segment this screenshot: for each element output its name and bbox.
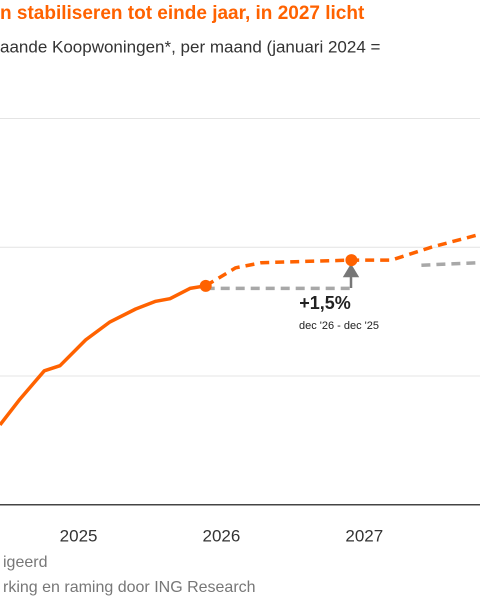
marker [345, 254, 358, 267]
dashed-line [205, 260, 480, 291]
x-tick-label: 2027 [345, 526, 383, 545]
annotation-arrow [342, 263, 360, 288]
footnote: igeerd [3, 554, 47, 571]
annotation-sublabel: dec '26 - dec '25 [299, 320, 379, 332]
x-tick-label: 2025 [60, 526, 98, 545]
x-tick-label: 2026 [203, 526, 241, 545]
dashed-line [204, 232, 480, 288]
marker [199, 279, 212, 292]
annotation-label: +1,5% [299, 293, 351, 313]
line [0, 284, 206, 426]
chart-subtitle: aande Koopwoningen*, per maand (januari … [0, 37, 380, 56]
footnote: rking en raming door ING Research [3, 579, 256, 596]
chart-title: n stabiliseren tot einde jaar, in 2027 l… [0, 3, 365, 24]
